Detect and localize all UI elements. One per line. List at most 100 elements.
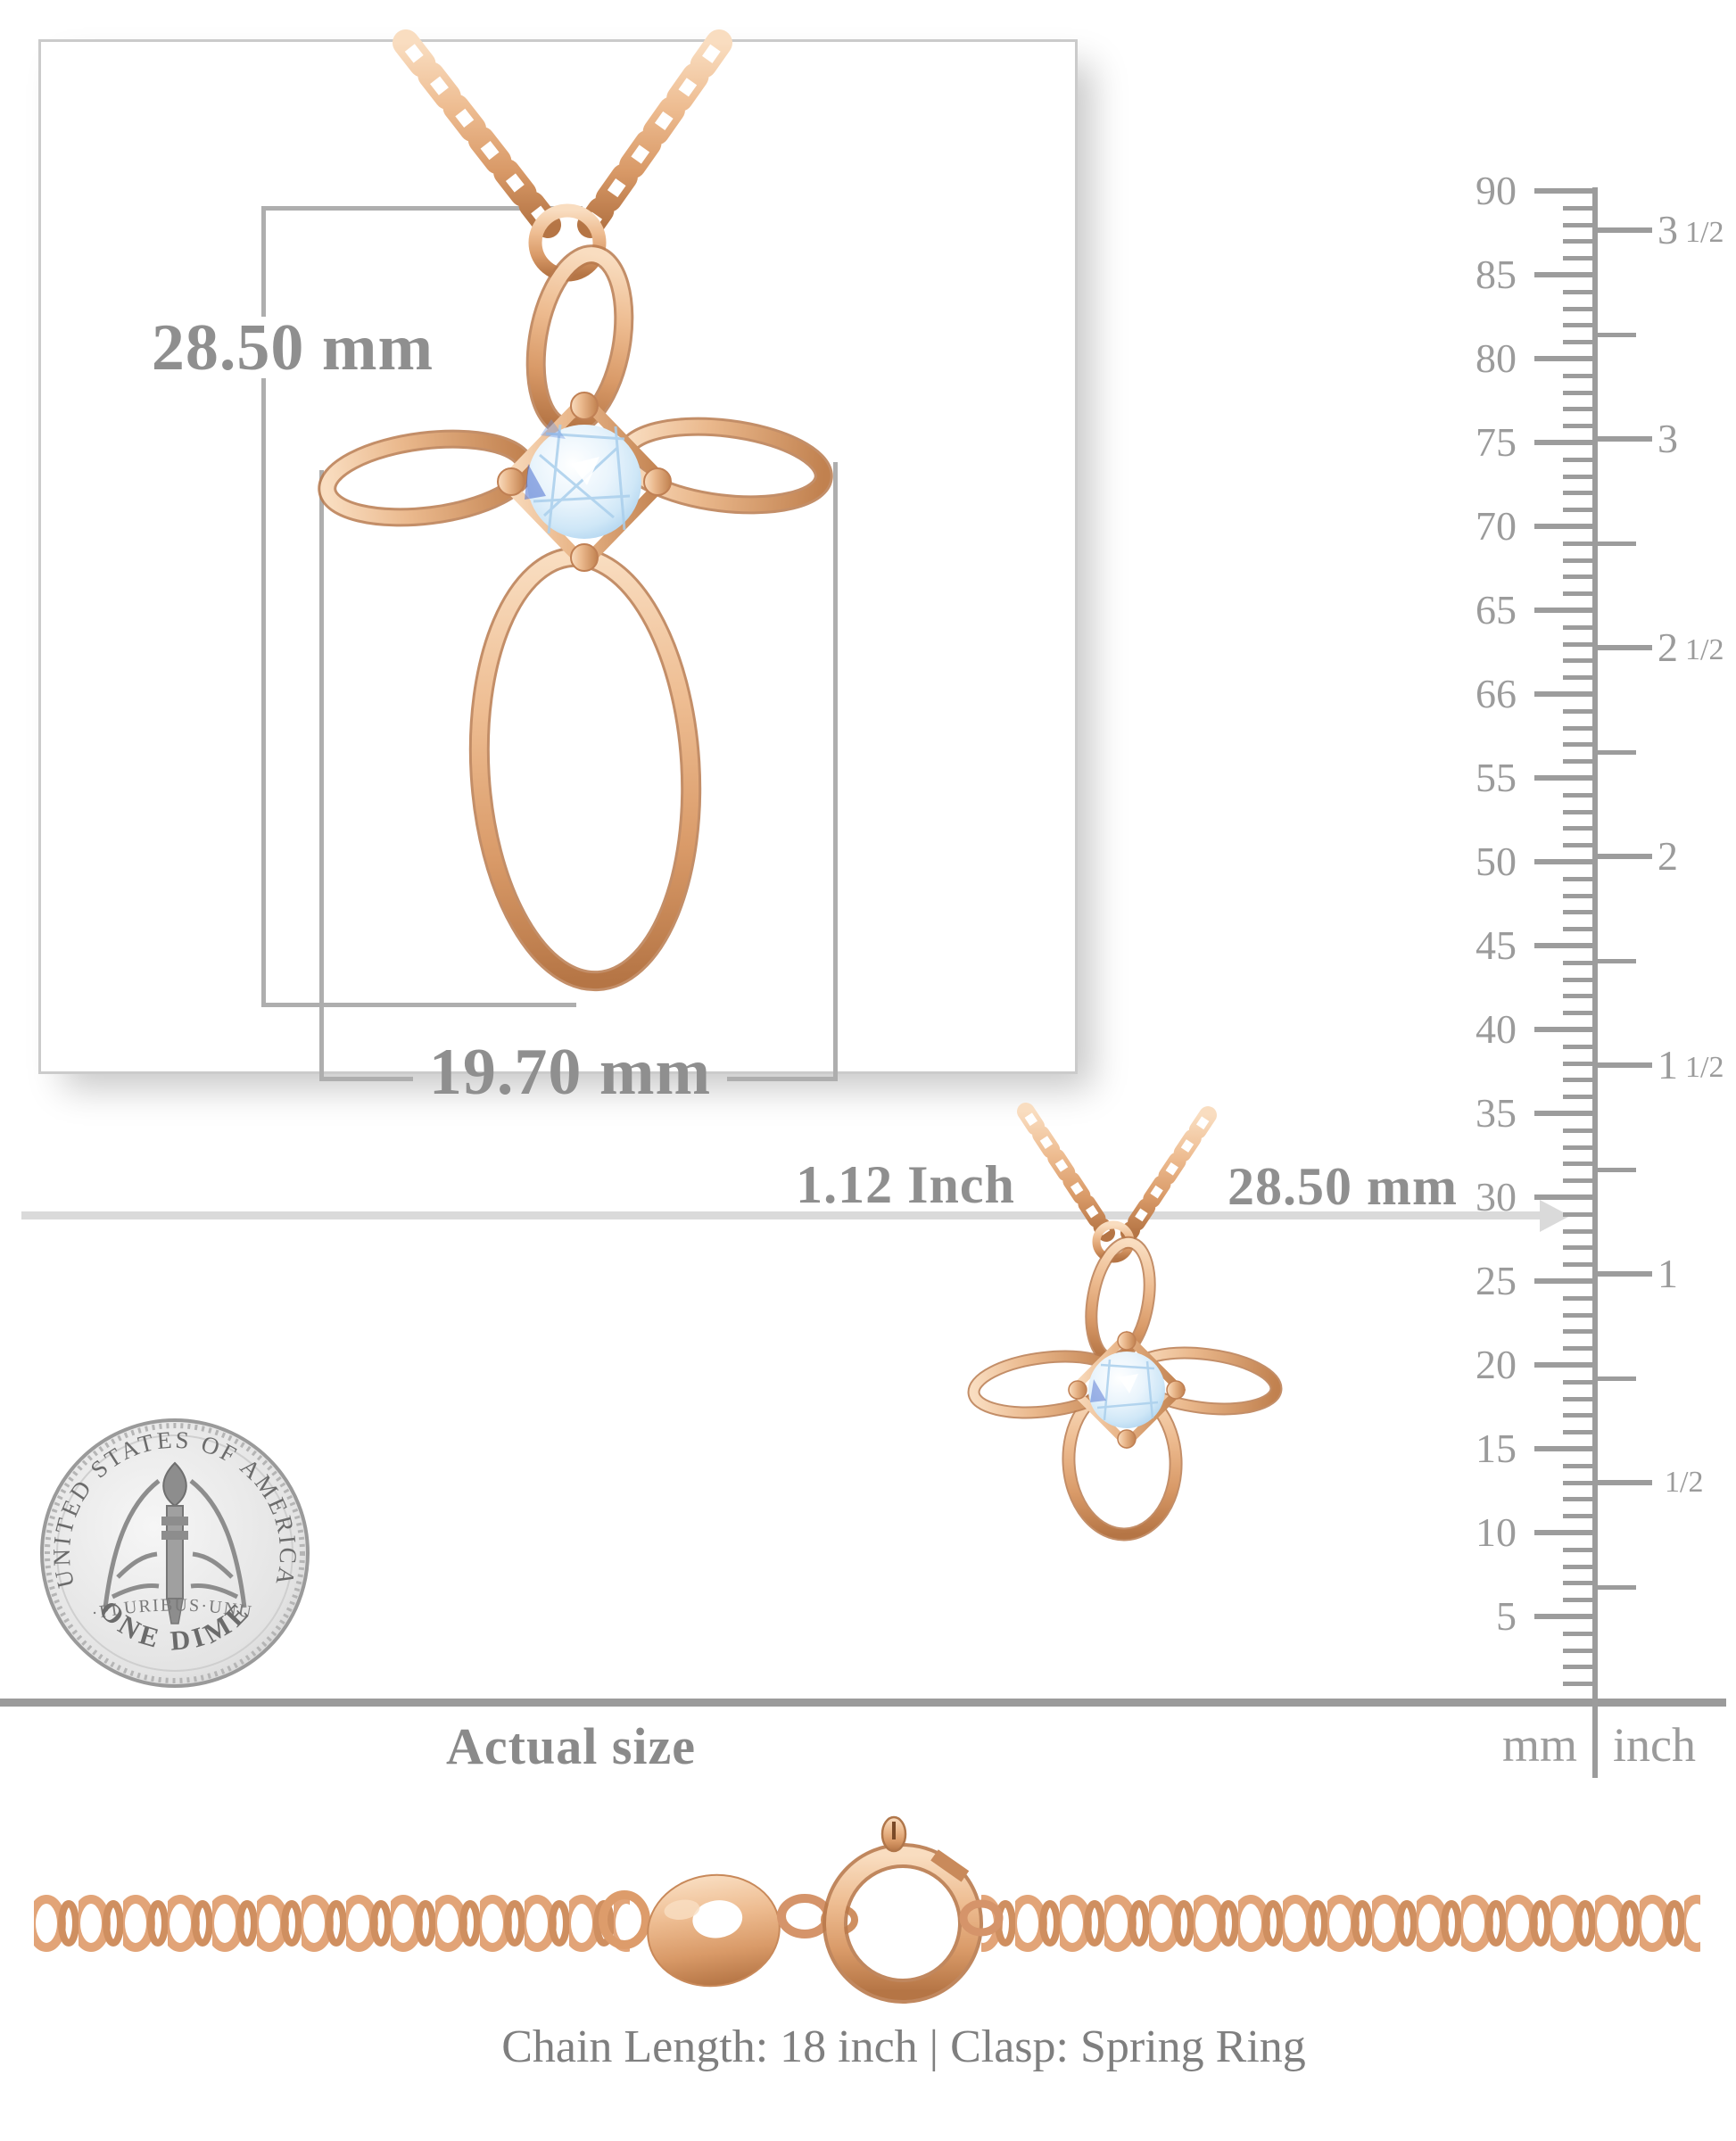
ruler-mm-minor-tick (1563, 1295, 1595, 1301)
ruler-mm-number: 55 (1476, 755, 1517, 800)
ruler-mm-minor-tick (1563, 1648, 1595, 1653)
ruler-mm-minor-tick (1563, 1061, 1595, 1066)
ruler-mm-minor-tick (1563, 1011, 1595, 1016)
height-dim-line-upper (261, 206, 266, 317)
ruler-mm-minor-tick (1563, 826, 1595, 831)
height-dim-line-bottom-arm (261, 1003, 576, 1007)
ruler-mm-minor-tick (1563, 658, 1595, 664)
ruler-mm-minor-tick (1563, 491, 1595, 496)
ruler-mm-minor-tick (1563, 407, 1595, 412)
ruler-mm-minor-tick (1563, 759, 1595, 765)
ruler-mm-major-tick (1534, 1278, 1595, 1284)
ruler-mm-minor-tick (1563, 205, 1595, 211)
ruler-mm-minor-tick (1563, 1245, 1595, 1251)
ruler-mm-number: 80 (1476, 335, 1517, 381)
height-dimension-label: 28.50 mm (151, 311, 434, 384)
ruler-mm-minor-tick (1563, 1598, 1595, 1603)
ruler-mm-minor-tick (1563, 893, 1595, 898)
ruler-mm-number: 40 (1476, 1006, 1517, 1052)
ruler-mm-major-tick (1534, 775, 1595, 781)
ruler-inch-number: 1 1/2 (1657, 1042, 1724, 1087)
ruler-inch-number: 3 1/2 (1657, 207, 1724, 252)
ruler-mm-minor-tick (1563, 457, 1595, 462)
ruler-mm-minor-tick (1563, 323, 1595, 328)
ruler-mm-major-tick (1534, 859, 1595, 864)
ruler-mm-number: 5 (1496, 1593, 1517, 1639)
ruler-inch-quarter-tick (1595, 333, 1636, 337)
ruler-mm-minor-tick (1563, 306, 1595, 311)
ruler-mm-minor-tick (1563, 792, 1595, 798)
ruler-mm-minor-tick (1563, 708, 1595, 714)
ruler-mm-minor-tick (1563, 390, 1595, 395)
ruler-inch-major-tick (1595, 1271, 1652, 1277)
ruler-mm-minor-tick (1563, 1145, 1595, 1150)
ruler-mm-minor-tick (1563, 843, 1595, 848)
ruler-mm-minor-tick (1563, 1211, 1595, 1217)
ruler-mm-minor-tick (1563, 373, 1595, 378)
ruler-mm-minor-tick (1563, 1547, 1595, 1552)
ruler-mm-minor-tick (1563, 994, 1595, 999)
ruler-mm-minor-tick (1563, 1262, 1595, 1268)
ruler-mm-minor-tick (1563, 1379, 1595, 1385)
ruler-mm-minor-tick (1563, 876, 1595, 881)
ruler-mm-minor-tick (1563, 1497, 1595, 1502)
ruler-axis-line (1592, 187, 1598, 1778)
ruler-mm-number: 90 (1476, 168, 1517, 213)
ruler-mm-minor-tick (1563, 1413, 1595, 1418)
width-dim-riser-left (319, 470, 324, 1080)
ruler-mm-minor-tick (1563, 1329, 1595, 1335)
ruler-mm-minor-tick (1563, 508, 1595, 513)
ruler-mm-minor-tick (1563, 1128, 1595, 1133)
ruler-inch-unit: inch (1613, 1718, 1696, 1772)
ruler-inch-number: 3 (1657, 416, 1678, 461)
ruler-mm-minor-tick (1563, 1312, 1595, 1318)
ruler-mm-number: 50 (1476, 839, 1517, 884)
width-dimension-label: 19.70 mm (428, 1036, 712, 1109)
actual-size-caption: Actual size (446, 1717, 696, 1775)
ruler-inch-number: 2 (1657, 833, 1678, 879)
ruler-mm-minor-tick (1563, 1564, 1595, 1569)
ruler-inch-major-tick (1595, 1062, 1652, 1068)
ruler-mm-major-tick (1534, 440, 1595, 445)
ruler-mm-minor-tick (1563, 641, 1595, 647)
ruler-mm-minor-tick (1563, 575, 1595, 580)
ruler-mm-minor-tick (1563, 1480, 1595, 1485)
ruler-mm-minor-tick (1563, 1161, 1595, 1167)
ruler-mm-minor-tick (1563, 809, 1595, 814)
ruler-mm-number: 25 (1476, 1258, 1517, 1303)
ruler-mm-number: 75 (1476, 419, 1517, 465)
ruler-mm-minor-tick (1563, 675, 1595, 681)
ruler-inch-number: 2 1/2 (1657, 624, 1724, 670)
ruler-mm-minor-tick (1563, 1346, 1595, 1352)
chain-caption: Chain Length: 18 inch | Clasp: Spring Ri… (501, 2021, 1306, 2072)
width-dim-riser-right (833, 462, 838, 1080)
ruler-inch-quarter-tick (1595, 1376, 1636, 1381)
ruler-mm-minor-tick (1563, 474, 1595, 479)
ruler-mm-major-tick (1534, 188, 1595, 194)
ruler-mm-number: 30 (1476, 1174, 1517, 1219)
ruler-mm-number: 20 (1476, 1342, 1517, 1387)
ruler-mm-minor-tick (1563, 1396, 1595, 1401)
ruler-mm-minor-tick (1563, 1178, 1595, 1184)
ruler-mm-major-tick (1534, 524, 1595, 529)
ruler-inch-number: 1 (1657, 1251, 1678, 1296)
ruler-mm-number: 15 (1476, 1426, 1517, 1471)
ruler-mm-minor-tick (1563, 340, 1595, 345)
ruler-inch-quarter-tick (1595, 1168, 1636, 1172)
ruler-mm-minor-tick (1563, 222, 1595, 227)
ruler-mm-major-tick (1534, 356, 1595, 361)
ruler-inch-major-tick (1595, 227, 1652, 233)
ruler-mm-major-tick (1534, 1362, 1595, 1368)
ruler-mm-minor-tick (1563, 1463, 1595, 1468)
ruler-mm-unit: mm (1501, 1718, 1577, 1772)
ruler-mm-number: 10 (1476, 1509, 1517, 1555)
ruler-mm-minor-tick (1563, 927, 1595, 932)
actual-mm-label: 28.50 mm (1228, 1157, 1458, 1216)
ruler-mm-major-tick (1534, 1111, 1595, 1116)
ruler-mm-major-tick (1534, 1530, 1595, 1535)
ruler-mm-minor-tick (1563, 960, 1595, 965)
pendant-top-indicator-line (21, 1211, 1540, 1219)
ruler-mm-minor-tick (1563, 591, 1595, 597)
